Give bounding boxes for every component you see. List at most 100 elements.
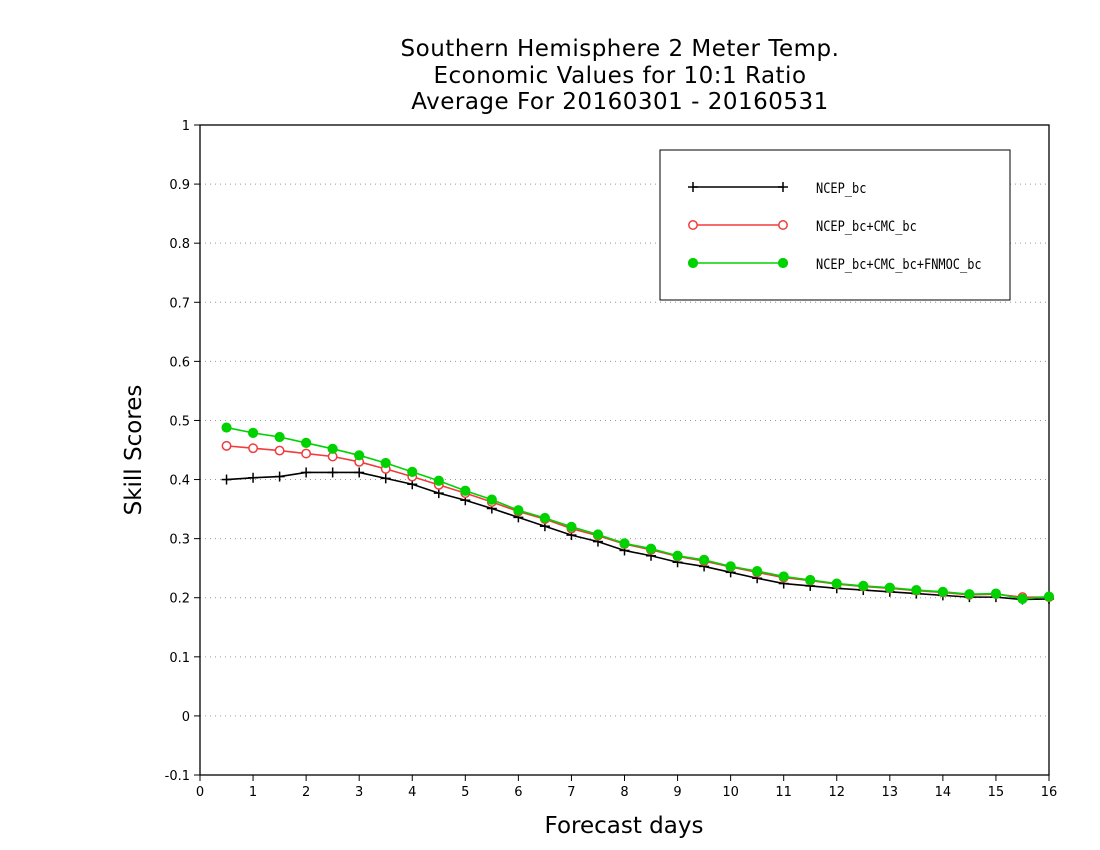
x-tick-label: 10 [722, 785, 739, 800]
data-point [645, 543, 657, 554]
x-tick-label: 3 [355, 785, 363, 800]
x-tick-label: 15 [988, 785, 1005, 800]
series-line [226, 445, 1049, 598]
data-point [619, 538, 630, 549]
data-point [354, 450, 365, 461]
data-point [301, 448, 312, 459]
data-point [301, 467, 312, 478]
data-point [805, 574, 816, 586]
x-tick-label: 5 [461, 785, 469, 800]
legend-label: NCEP_bc+CMC_bc [816, 219, 917, 235]
data-point [698, 554, 710, 566]
chart-title-line-1: Southern Hemisphere 2 Meter Temp. [400, 36, 840, 62]
data-point [248, 472, 259, 483]
data-point [380, 457, 391, 469]
y-tick-label: 1 [182, 119, 190, 134]
data-point [513, 505, 524, 516]
x-tick-label: 6 [514, 785, 522, 800]
data-point [911, 584, 922, 596]
data-point [752, 566, 763, 577]
series-group [221, 422, 1055, 605]
legend: NCEP_bc NCEP_bc+CMC_bc NCEP_bc+CMC_bc+FNMO… [659, 149, 1011, 301]
x-tick-label: 7 [567, 785, 575, 800]
data-point [221, 422, 232, 433]
x-axis-label: Forecast days [545, 813, 704, 839]
data-point [672, 550, 683, 561]
y-axis-label: Skill Scores [121, 385, 147, 516]
series-3 [221, 422, 1055, 605]
y-tick-label: 0.8 [169, 237, 190, 252]
y-tick-label: 0.1 [169, 651, 190, 666]
data-point [433, 475, 444, 486]
y-tick-label: 0.6 [169, 355, 190, 370]
legend-label: NCEP_bc+CMC_bc+FNMOC_bc [816, 257, 982, 273]
x-tick-label: 16 [1041, 785, 1058, 800]
data-point [327, 443, 338, 454]
data-point [566, 521, 577, 532]
data-point [1017, 593, 1028, 605]
x-tick-label: 2 [302, 785, 310, 800]
series-2 [221, 440, 1054, 603]
y-tick-label: 0.2 [169, 592, 190, 607]
data-point [221, 474, 232, 485]
legend-marker [778, 182, 788, 192]
data-point [858, 580, 869, 592]
y-tick-label: 0.9 [169, 178, 190, 193]
legend-label: NCEP_bc [816, 181, 866, 197]
data-point [990, 588, 1002, 599]
x-tick-label: 12 [828, 785, 845, 800]
chart-title-line-3: Average For 20160301 - 20160531 [411, 89, 829, 115]
data-point [486, 494, 497, 505]
y-tick-label: -0.1 [165, 769, 190, 784]
y-tick-label: 0 [182, 710, 190, 725]
data-point [539, 512, 551, 524]
data-point [964, 589, 975, 600]
legend-marker [688, 182, 698, 192]
data-point [380, 473, 391, 484]
y-tick-label: 0.3 [169, 533, 190, 548]
x-axis-ticks: 0 1 2 3 4 5 6 7 8 9 10 11 12 13 14 15 16 [196, 775, 1057, 800]
data-point [354, 467, 365, 478]
data-point [460, 485, 471, 496]
data-point [592, 529, 604, 540]
data-point [301, 437, 312, 449]
data-point [274, 471, 285, 482]
legend-marker [687, 257, 699, 269]
data-point [778, 571, 789, 582]
data-point [248, 443, 259, 454]
data-point [884, 582, 895, 593]
y-tick-label: 0.5 [169, 414, 190, 429]
data-point [831, 578, 842, 589]
legend-marker [688, 220, 698, 230]
x-tick-label: 1 [249, 785, 257, 800]
x-tick-label: 8 [620, 785, 628, 800]
series-1 [221, 467, 1054, 605]
series-line [226, 426, 1050, 600]
legend-entry-1: NCEP_bc [688, 181, 866, 197]
x-tick-label: 13 [882, 785, 899, 800]
data-point [937, 586, 948, 597]
data-point [327, 467, 338, 478]
x-tick-label: 14 [935, 785, 952, 800]
data-point [221, 440, 232, 451]
data-point [247, 427, 259, 438]
legend-entry-3: NCEP_bc+CMC_bc+FNMOC_bc [687, 257, 982, 273]
data-point [725, 561, 736, 572]
data-point [274, 431, 285, 443]
data-point [1043, 591, 1055, 602]
y-axis-ticks: -0.1 0 0.1 0.2 0.3 0.4 0.5 0.6 0.7 0.8 0.9 1 [165, 119, 200, 784]
y-tick-label: 0.7 [169, 296, 190, 311]
legend-marker [777, 257, 789, 269]
series-line [226, 471, 1050, 601]
legend-entry-2: NCEP_bc+CMC_bc [688, 219, 917, 235]
data-point [407, 466, 418, 477]
x-tick-label: 0 [196, 785, 204, 800]
x-tick-label: 9 [673, 785, 681, 800]
x-tick-label: 11 [775, 785, 792, 800]
chart-title-line-2: Economic Values for 10:1 Ratio [433, 63, 807, 89]
x-tick-label: 4 [408, 785, 416, 800]
y-tick-label: 0.4 [169, 474, 190, 489]
data-point [274, 445, 285, 456]
legend-marker [778, 220, 788, 230]
